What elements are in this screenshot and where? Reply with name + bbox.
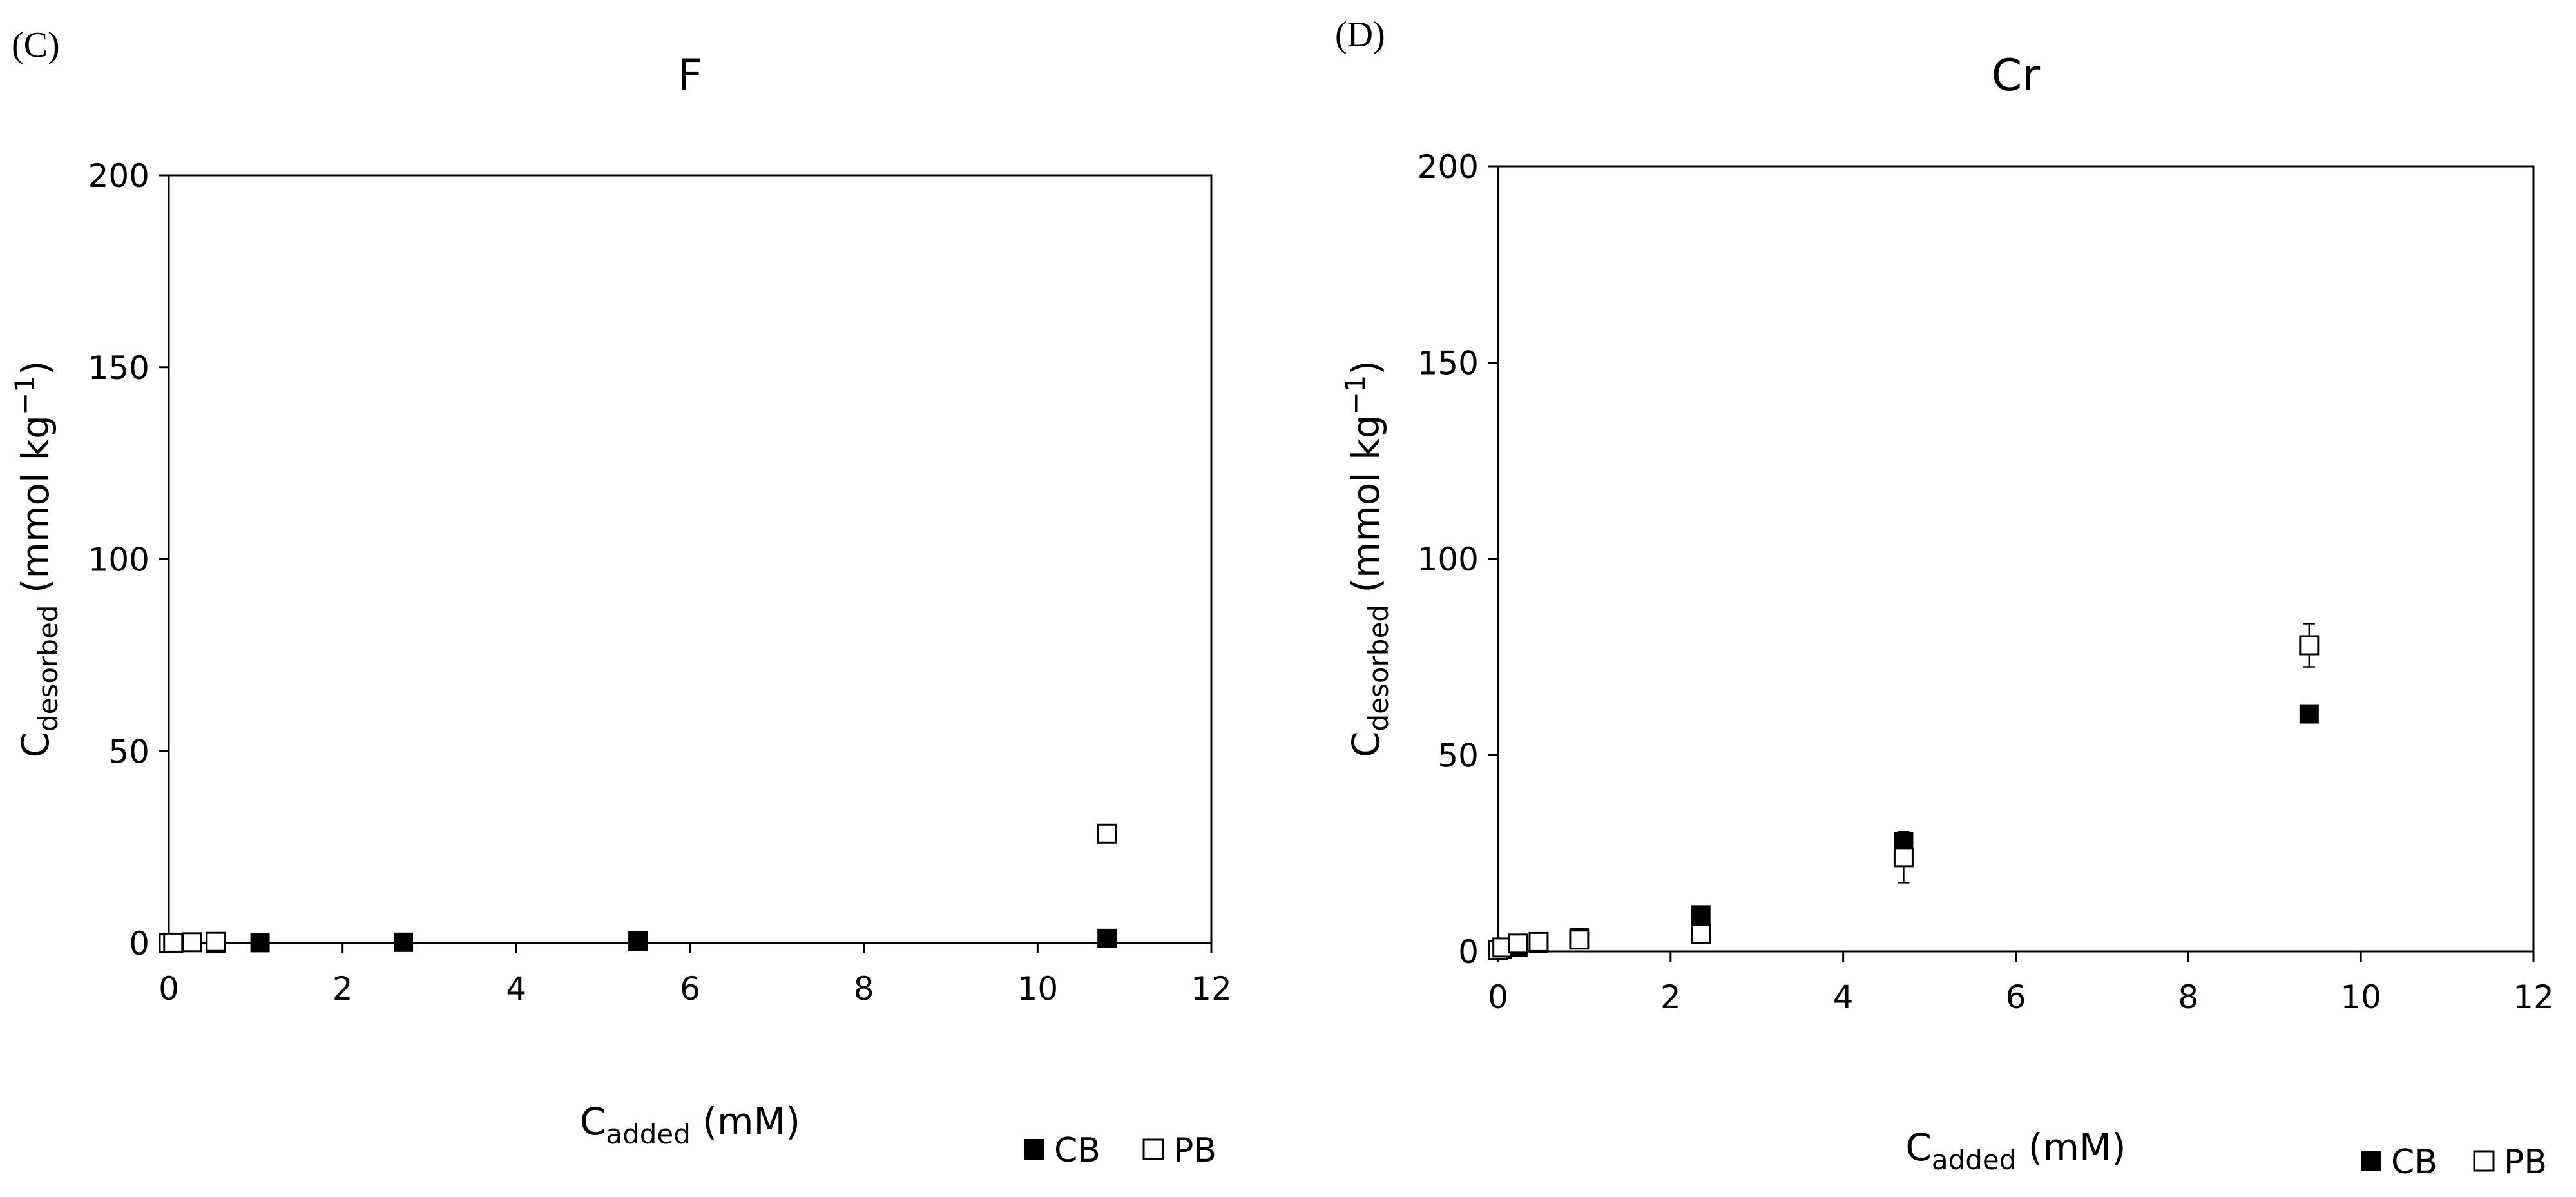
chart-panel-1: (D) Cr 0 2 4 6 8 10 12 0 50 100 150 200 Cadded (mM) Cde… (1335, 15, 2554, 1182)
series-PB (159, 823, 1117, 953)
legend-marker-PB (1142, 1138, 1164, 1160)
data-point-PB (206, 931, 226, 952)
data-point-PB (1569, 929, 1590, 950)
y-tick-label: 50 (108, 733, 149, 770)
data-point-PB (1508, 933, 1528, 954)
data-point-PB (1097, 823, 1117, 844)
plot-area-frame (1497, 165, 2535, 953)
data-point-CB (1691, 905, 1711, 925)
x-tick-label: 0 (159, 970, 179, 1007)
chart-title: F (677, 50, 702, 101)
plot-area-frame (168, 174, 1213, 944)
x-tick-label: 12 (2513, 978, 2554, 1016)
legend-marker-PB (2473, 1150, 2495, 1172)
x-axis-label: Cadded (mM) (580, 1100, 800, 1150)
y-tick-label: 0 (129, 925, 149, 962)
y-tick-label: 200 (1418, 148, 1479, 186)
x-tick-label: 6 (680, 970, 700, 1007)
series-CB (159, 928, 1117, 953)
data-point-CB (628, 931, 648, 951)
y-tick-label: 100 (88, 541, 149, 579)
legend-label-PB: PB (2504, 1143, 2547, 1182)
x-axis-label: Cadded (mM) (1905, 1125, 2126, 1176)
data-point-PB (2299, 635, 2320, 656)
y-axis-label: Cdesorbed (mmol kg−1) (1340, 360, 1394, 757)
y-tick-label: 150 (88, 349, 149, 387)
x-tick-label: 4 (506, 970, 526, 1007)
y-tick-label: 150 (1418, 345, 1479, 382)
x-tick-label: 0 (1488, 978, 1508, 1016)
data-point-CB (394, 932, 414, 952)
y-tick-label: 50 (1437, 737, 1479, 775)
data-point-PB (1691, 924, 1711, 944)
x-tick-label: 6 (2006, 978, 2026, 1016)
panel-label: (D) (1335, 15, 1385, 55)
legend-marker-CB (1024, 1139, 1044, 1160)
data-point-PB (1528, 931, 1549, 952)
legend-label-CB: CB (1054, 1131, 1101, 1170)
panel-label: (C) (12, 25, 60, 65)
x-tick-label: 2 (1660, 978, 1681, 1016)
x-tick-label: 12 (1191, 970, 1232, 1007)
y-axis-label: Cdesorbed (mmol kg−1) (9, 360, 64, 757)
x-tick-label: 4 (1833, 978, 1854, 1016)
data-point-CB (1097, 928, 1117, 948)
y-tick-label: 100 (1418, 541, 1479, 578)
data-point-CB (250, 933, 270, 953)
legend-label-PB: PB (1173, 1131, 1216, 1170)
legend-label-CB: CB (2391, 1143, 2437, 1182)
data-point-PB (182, 932, 202, 953)
chart-title: Cr (1992, 50, 2040, 101)
data-point-PB (163, 932, 184, 953)
x-tick-label: 10 (2340, 978, 2381, 1016)
x-tick-label: 8 (2178, 978, 2198, 1016)
y-tick-label: 0 (1458, 933, 1479, 971)
series-PB (1488, 623, 2320, 960)
legend-marker-CB (2361, 1151, 2381, 1171)
x-tick-label: 10 (1017, 970, 1059, 1007)
y-tick-label: 200 (88, 157, 149, 195)
chart-panel-0: (C) F 0 2 4 6 8 10 12 0 50 100 150 200 Cadded (mM) Cdes… (9, 25, 1232, 1170)
data-point-CB (2299, 704, 2319, 724)
x-tick-label: 2 (332, 970, 353, 1007)
data-point-PB (1893, 847, 1914, 868)
x-tick-label: 8 (854, 970, 874, 1007)
